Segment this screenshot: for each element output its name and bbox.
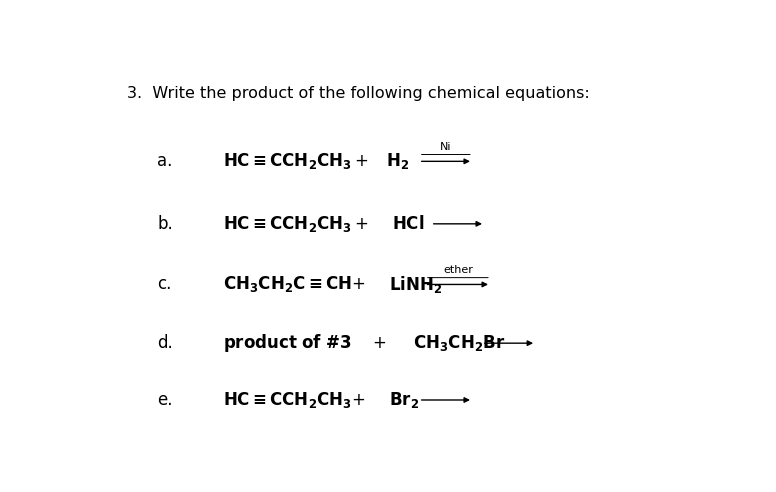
Text: Ni: Ni — [440, 142, 452, 152]
Text: $\mathbf{HCl}$: $\mathbf{HCl}$ — [392, 215, 424, 233]
Text: c.: c. — [157, 276, 171, 293]
Text: b.: b. — [157, 215, 173, 233]
Text: ether: ether — [443, 265, 473, 275]
Text: $\mathbf{CH_3CH_2Br}$: $\mathbf{CH_3CH_2Br}$ — [413, 333, 505, 353]
Text: +: + — [352, 391, 365, 409]
Text: $\mathbf{HC{\equiv}CCH_2CH_3}$: $\mathbf{HC{\equiv}CCH_2CH_3}$ — [223, 152, 352, 171]
Text: +: + — [372, 334, 386, 352]
Text: $\mathbf{product\ of\ \#3}$: $\mathbf{product\ of\ \#3}$ — [223, 332, 352, 354]
Text: d.: d. — [157, 334, 173, 352]
Text: $\mathbf{LiNH_2}$: $\mathbf{LiNH_2}$ — [389, 274, 442, 295]
Text: +: + — [355, 215, 369, 233]
Text: 3.  Write the product of the following chemical equations:: 3. Write the product of the following ch… — [127, 86, 590, 100]
Text: $\mathbf{H_2}$: $\mathbf{H_2}$ — [386, 152, 409, 171]
Text: a.: a. — [157, 153, 172, 170]
Text: e.: e. — [157, 391, 172, 409]
Text: $\mathbf{HC{\equiv}CCH_2CH_3}$: $\mathbf{HC{\equiv}CCH_2CH_3}$ — [223, 390, 352, 410]
Text: $\mathbf{Br_2}$: $\mathbf{Br_2}$ — [389, 390, 419, 410]
Text: $\mathbf{CH_3CH_2C{\equiv}CH}$: $\mathbf{CH_3CH_2C{\equiv}CH}$ — [223, 275, 352, 294]
Text: +: + — [352, 276, 365, 293]
Text: +: + — [355, 153, 369, 170]
Text: $\mathbf{HC{\equiv}CCH_2CH_3}$: $\mathbf{HC{\equiv}CCH_2CH_3}$ — [223, 214, 352, 234]
